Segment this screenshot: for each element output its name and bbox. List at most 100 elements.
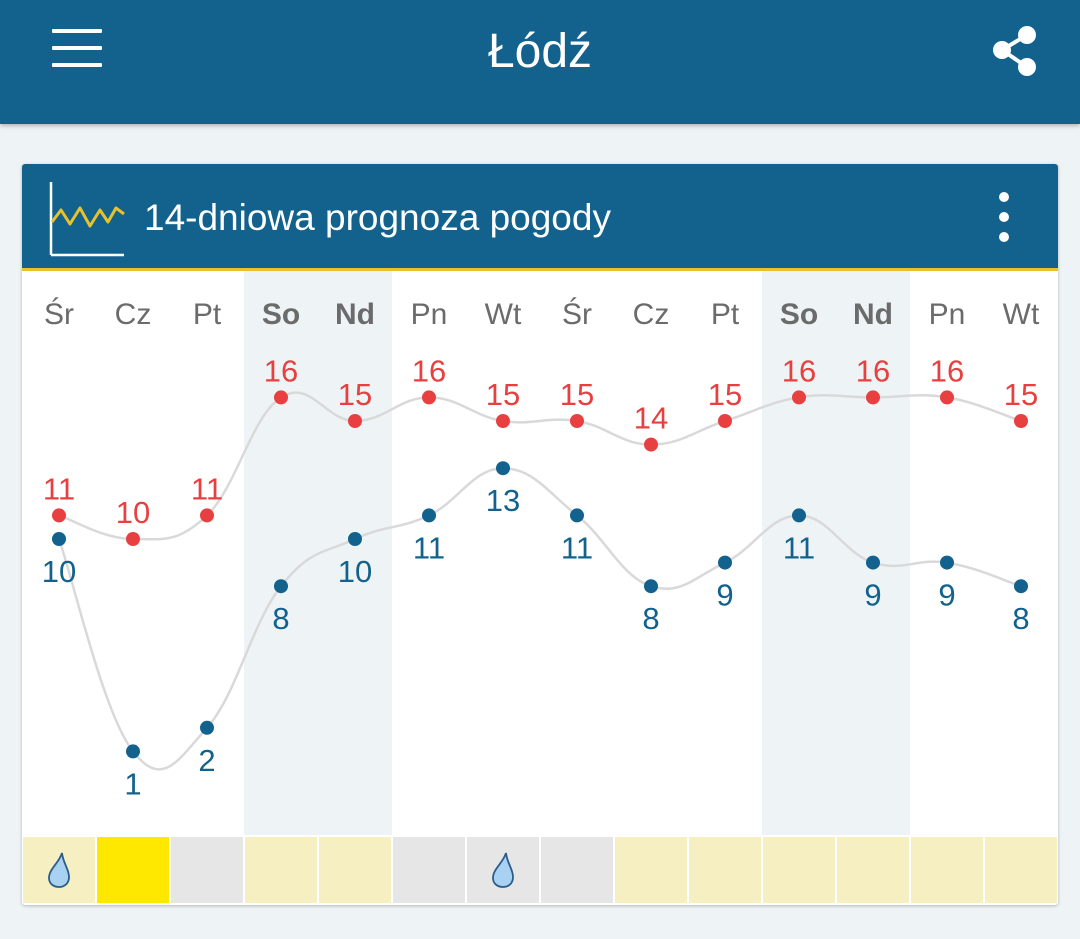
condition-cell[interactable] [245, 837, 317, 903]
min-temp-label: 11 [413, 530, 445, 565]
day-label: Pt [711, 298, 740, 331]
share-icon [993, 26, 1036, 76]
day-label: Nd [335, 298, 375, 331]
min-temp-label: 8 [1012, 601, 1029, 636]
min-temp-point [200, 720, 214, 735]
max-temp-point [348, 414, 362, 428]
max-temp-label: 11 [43, 471, 75, 506]
condition-cell[interactable] [911, 837, 983, 903]
max-temp-label: 15 [486, 377, 520, 412]
max-temp-label: 16 [264, 353, 298, 388]
condition-cell[interactable] [985, 837, 1057, 903]
min-temp-label: 11 [783, 530, 815, 565]
condition-cell[interactable] [763, 837, 835, 903]
day-label: Śr [562, 297, 592, 331]
max-temp-point [422, 390, 436, 405]
day-label: Pn [929, 298, 966, 331]
max-temp-point [866, 390, 880, 405]
min-temp-point [1014, 579, 1028, 594]
min-temp-point [52, 532, 66, 546]
min-temp-point [940, 555, 954, 570]
max-temp-point [792, 390, 806, 405]
condition-cell[interactable] [393, 837, 465, 903]
line-chart-icon [49, 182, 125, 257]
page-title: Łódź [487, 25, 593, 78]
weekend-column [836, 271, 910, 835]
max-temp-point [274, 390, 288, 405]
raindrop-icon [46, 851, 72, 894]
card-header: 14-dniowa prognoza pogody [22, 164, 1058, 271]
condition-cell[interactable] [837, 837, 909, 903]
weekend-column [318, 271, 392, 835]
min-temp-point [274, 579, 288, 594]
min-temp-point [348, 532, 362, 546]
min-temp-point [866, 555, 880, 570]
max-temp-point [200, 508, 214, 523]
max-temp-label: 16 [856, 353, 890, 388]
min-temp-label: 1 [124, 766, 141, 801]
max-temp-point [940, 390, 954, 405]
max-temp-label: 16 [782, 353, 816, 388]
max-temp-point [570, 414, 584, 428]
max-temp-line [58, 391, 1022, 541]
condition-cell[interactable] [319, 837, 391, 903]
max-temp-point [1014, 414, 1028, 428]
day-label: Pn [411, 298, 448, 331]
max-temp-label: 15 [708, 377, 742, 412]
day-label: So [262, 298, 300, 331]
condition-cell[interactable] [97, 837, 169, 903]
weekend-column [244, 271, 318, 835]
forecast-chart: Śr Cz Pt So Nd Pn Wt Śr Cz Pt So Nd Pn Wt 11 10 11 16 15 16… [42, 271, 1040, 835]
min-temp-point [644, 579, 658, 594]
max-temp-label: 10 [116, 495, 150, 530]
forecast-card: 14-dniowa prognoza pogody Śr Cz Pt So Nd Pn Wt… [22, 164, 1058, 905]
min-temp-label: 10 [42, 554, 76, 589]
menu-button[interactable] [44, 22, 114, 74]
max-temp-point [496, 414, 510, 428]
min-temp-point [496, 461, 510, 476]
day-label: Śr [44, 297, 74, 331]
min-temp-label: 13 [486, 483, 520, 518]
min-temp-label: 9 [716, 578, 733, 613]
max-temp-point [718, 414, 732, 428]
min-temp-label: 2 [198, 743, 215, 778]
min-temp-point [126, 744, 140, 759]
condition-cell[interactable] [467, 837, 539, 903]
day-label: Cz [633, 298, 670, 331]
min-temp-label: 8 [642, 601, 659, 636]
more-options-button[interactable] [984, 188, 1024, 248]
min-temp-label: 8 [272, 601, 289, 636]
min-temp-point [792, 508, 806, 523]
max-temp-point [644, 437, 658, 452]
condition-cell[interactable] [171, 837, 243, 903]
day-label: Cz [115, 298, 152, 331]
day-label: So [780, 298, 818, 331]
raindrop-icon [490, 851, 516, 894]
card-title: 14-dniowa prognoza pogody [144, 197, 611, 238]
max-temp-label: 15 [338, 377, 372, 412]
max-temp-label: 16 [412, 353, 446, 388]
max-temp-label: 15 [1004, 377, 1038, 412]
day-label: Nd [853, 298, 893, 331]
max-temp-label: 15 [560, 377, 594, 412]
day-label: Wt [485, 298, 522, 331]
condition-cell[interactable] [23, 837, 95, 903]
min-temp-point [570, 508, 584, 523]
day-label: Wt [1003, 298, 1040, 331]
max-temp-label: 11 [191, 471, 223, 506]
max-temp-label: 14 [634, 401, 668, 436]
max-temp-point [52, 508, 66, 523]
weekend-column [762, 271, 836, 835]
share-button[interactable] [986, 18, 1046, 82]
condition-cell[interactable] [615, 837, 687, 903]
min-temp-point [718, 555, 732, 570]
min-temp-label: 9 [938, 578, 955, 613]
condition-cell[interactable] [541, 837, 613, 903]
max-temp-label: 16 [930, 353, 964, 388]
app-bar: Łódź [0, 0, 1080, 124]
min-temp-label: 11 [561, 530, 593, 565]
min-temp-label: 9 [864, 578, 881, 613]
condition-cell[interactable] [689, 837, 761, 903]
day-label: Pt [193, 298, 222, 331]
min-temp-point [422, 508, 436, 523]
